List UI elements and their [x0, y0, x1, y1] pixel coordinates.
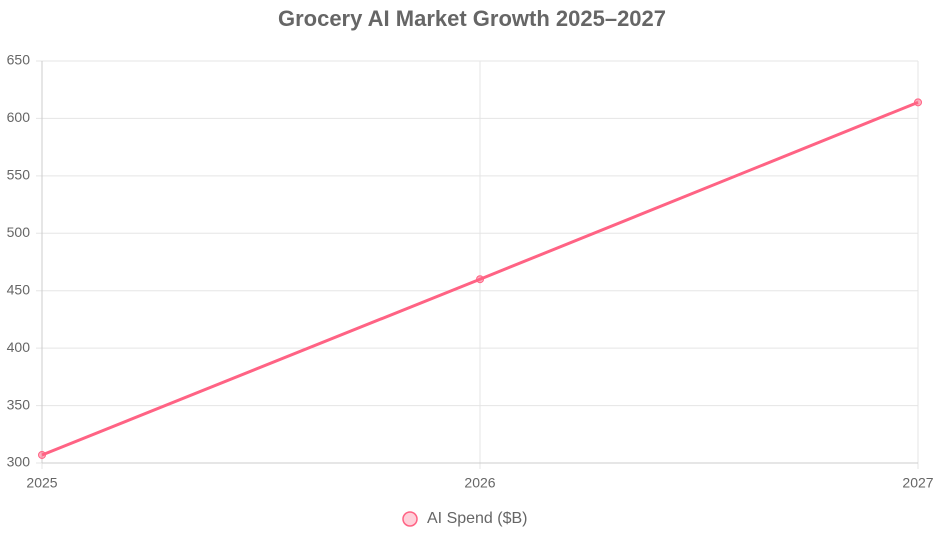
- y-tick-label: 650: [7, 52, 31, 68]
- y-tick-label: 400: [7, 339, 31, 355]
- y-tick-label: 350: [7, 396, 31, 412]
- y-tick-label: 600: [7, 109, 31, 125]
- y-tick-label: 450: [7, 281, 31, 297]
- legend-label: AI Spend ($B): [427, 510, 528, 527]
- y-tick-label: 300: [7, 454, 31, 470]
- chart-title: Grocery AI Market Growth 2025–2027: [278, 6, 666, 31]
- x-tick-label: 2026: [464, 475, 495, 491]
- data-point: [476, 275, 484, 284]
- data-point: [914, 98, 922, 107]
- x-tick-label: 2027: [902, 475, 933, 491]
- x-tick-label: 2025: [26, 475, 57, 491]
- data-point: [38, 450, 46, 459]
- legend-marker: [402, 511, 418, 527]
- y-tick-label: 500: [7, 224, 31, 240]
- y-tick-label: 550: [7, 167, 31, 183]
